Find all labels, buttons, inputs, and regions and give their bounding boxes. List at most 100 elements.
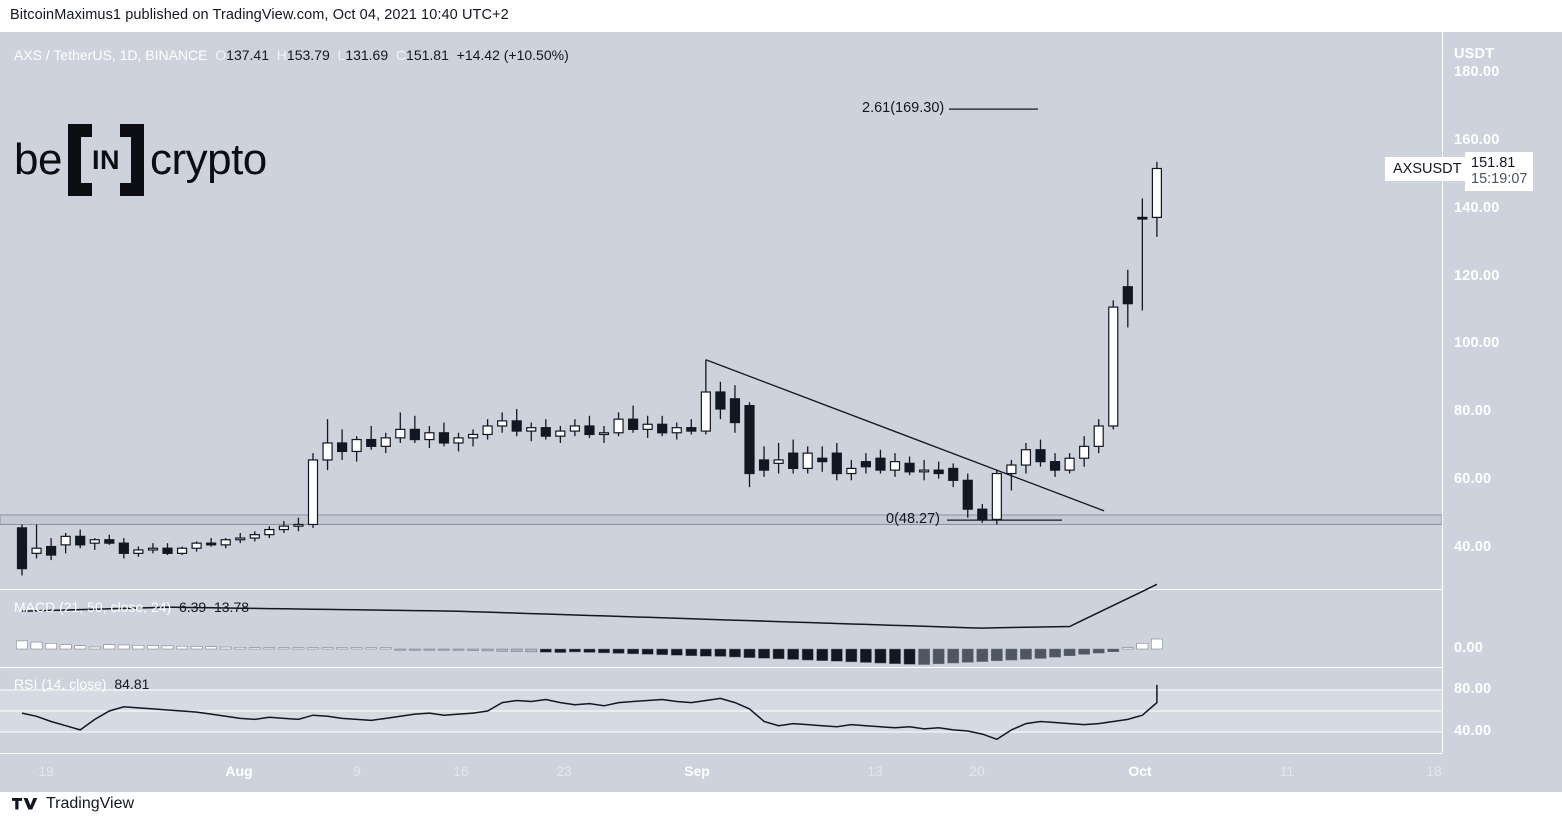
macd-histogram-bar [321, 647, 334, 650]
macd-histogram-bar [976, 648, 989, 662]
candle-bearish [744, 404, 755, 475]
tradingview-logo-icon [12, 797, 38, 810]
macd-histogram-bar [467, 648, 479, 651]
macd-histogram-bar [569, 648, 581, 653]
macd-histogram-bar [729, 648, 741, 658]
macd-histogram-bar [801, 648, 814, 661]
candle-bearish [627, 418, 639, 430]
symbol-tag-text: AXSUSDT [1393, 161, 1462, 178]
legend-low-label: L [337, 47, 346, 63]
descending-trendline [705, 359, 1105, 512]
candle-bullish [380, 437, 391, 447]
candle-bearish [657, 423, 668, 434]
price-axis-tick: 80.00 [1454, 403, 1492, 420]
macd-histogram-bar [539, 648, 552, 653]
macd-histogram-bar [627, 648, 639, 655]
candle-bullish [1006, 464, 1017, 475]
macd-histogram-bar [74, 645, 87, 650]
price-axis-currency: USDT [1454, 46, 1495, 62]
rsi-axis-tick: 40.00 [1454, 723, 1492, 739]
macd-legend-label: MACD (21, 50, close, 24) [14, 599, 172, 615]
candle-bearish [206, 542, 217, 546]
candle-bullish [133, 549, 144, 554]
price-axis[interactable]: 180.00 160.00 140.00 120.00 100.00 80.00 60.00… [1442, 32, 1562, 753]
price-axis-tick: 160.00 [1454, 131, 1500, 148]
rsi-pane[interactable] [0, 669, 1442, 753]
candle-bearish [817, 457, 828, 463]
tradingview-footer-text: TradingView [46, 795, 135, 812]
macd-histogram-bar [641, 648, 654, 655]
macd-histogram-bar [845, 648, 858, 663]
candle-bearish [1035, 449, 1046, 463]
macd-histogram-bar [1151, 638, 1163, 650]
macd-histogram-bar [59, 644, 72, 650]
time-axis-tick: 23 [556, 763, 572, 779]
time-axis[interactable]: 19 Aug 9 16 23 Sep 13 20 Oct 11 18 [0, 753, 1562, 792]
macd-histogram-bar [176, 645, 188, 650]
fib-level-0-label: 0(48.27) [886, 511, 941, 528]
candle-bearish [337, 442, 348, 453]
macd-histogram-bar [816, 648, 829, 661]
macd-histogram-bar [161, 645, 174, 650]
candle-bearish [118, 542, 129, 554]
macd-legend[interactable]: MACD (21, 50, close, 24) 6.39 13.78 [14, 599, 249, 615]
macd-histogram-bar [350, 647, 363, 650]
macd-histogram-bar [583, 648, 596, 653]
macd-histogram-bar [714, 648, 727, 657]
price-axis-tick: 180.00 [1454, 63, 1500, 80]
legend-low-value: 131.69 [345, 47, 389, 63]
last-price-tag: 151.81 15:19:07 [1465, 152, 1534, 192]
candle-bullish [176, 547, 188, 554]
macd-histogram-bar [918, 648, 930, 665]
macd-legend-value-1: 6.39 [178, 599, 207, 615]
legend-close-value: 151.81 [406, 47, 449, 63]
last-price-value: 151.81 [1471, 155, 1516, 172]
macd-histogram-bar [991, 648, 1003, 662]
macd-histogram-bar [481, 648, 494, 652]
candle-bullish [555, 430, 566, 437]
legend-interval: 1D [119, 47, 138, 63]
beincrypto-logo: be IN crypto [14, 124, 267, 196]
candle-bullish [278, 525, 289, 531]
macd-histogram-bar [219, 646, 232, 650]
macd-histogram-bar [758, 648, 770, 659]
macd-histogram-bar [423, 648, 436, 651]
price-axis-tick: 40.00 [1454, 539, 1492, 556]
symbol-tag: AXSUSDT [1385, 157, 1470, 182]
macd-histogram-bar [772, 648, 785, 660]
chart-canvas[interactable]: AXS / TetherUS, 1D, BINANCE O137.41 H153… [0, 32, 1562, 792]
candle-bullish [569, 425, 581, 432]
candle-bearish [75, 535, 86, 546]
macd-histogram-bar [830, 648, 843, 662]
legend-close-label: C [395, 47, 407, 63]
price-pane[interactable] [0, 32, 1443, 589]
macd-histogram-bar [16, 640, 28, 650]
candle-bullish [773, 459, 784, 464]
candle-bearish [1049, 461, 1061, 471]
macd-histogram-bar [932, 648, 945, 665]
price-legend[interactable]: AXS / TetherUS, 1D, BINANCE O137.41 H153… [14, 47, 569, 63]
macd-histogram-bar [132, 645, 145, 650]
candle-bullish [249, 534, 260, 539]
macd-histogram-bar [394, 648, 407, 651]
macd-histogram-bar [1092, 648, 1105, 654]
candle-bullish [889, 461, 901, 471]
candle-bullish [497, 420, 508, 427]
candle-bearish [104, 539, 115, 544]
candle-bullish [351, 438, 362, 453]
rsi-legend[interactable]: RSI (14, close) 84.81 [14, 676, 149, 692]
candle-bullish [453, 437, 464, 444]
price-axis-tick: 140.00 [1454, 199, 1500, 216]
macd-histogram-bar [860, 648, 872, 663]
candle-bearish [860, 461, 872, 468]
fib-level-261-label: 2.61(169.30) [862, 100, 945, 117]
candle-bullish [322, 442, 333, 461]
time-axis-tick: Aug [225, 763, 253, 779]
macd-histogram-bar [45, 643, 57, 650]
candle-bearish [162, 547, 173, 554]
candle-bearish [45, 545, 57, 556]
macd-histogram-bar [1121, 647, 1134, 650]
candle-bullish [147, 547, 159, 551]
macd-pane[interactable] [0, 583, 1442, 666]
candle-bullish [918, 469, 930, 473]
